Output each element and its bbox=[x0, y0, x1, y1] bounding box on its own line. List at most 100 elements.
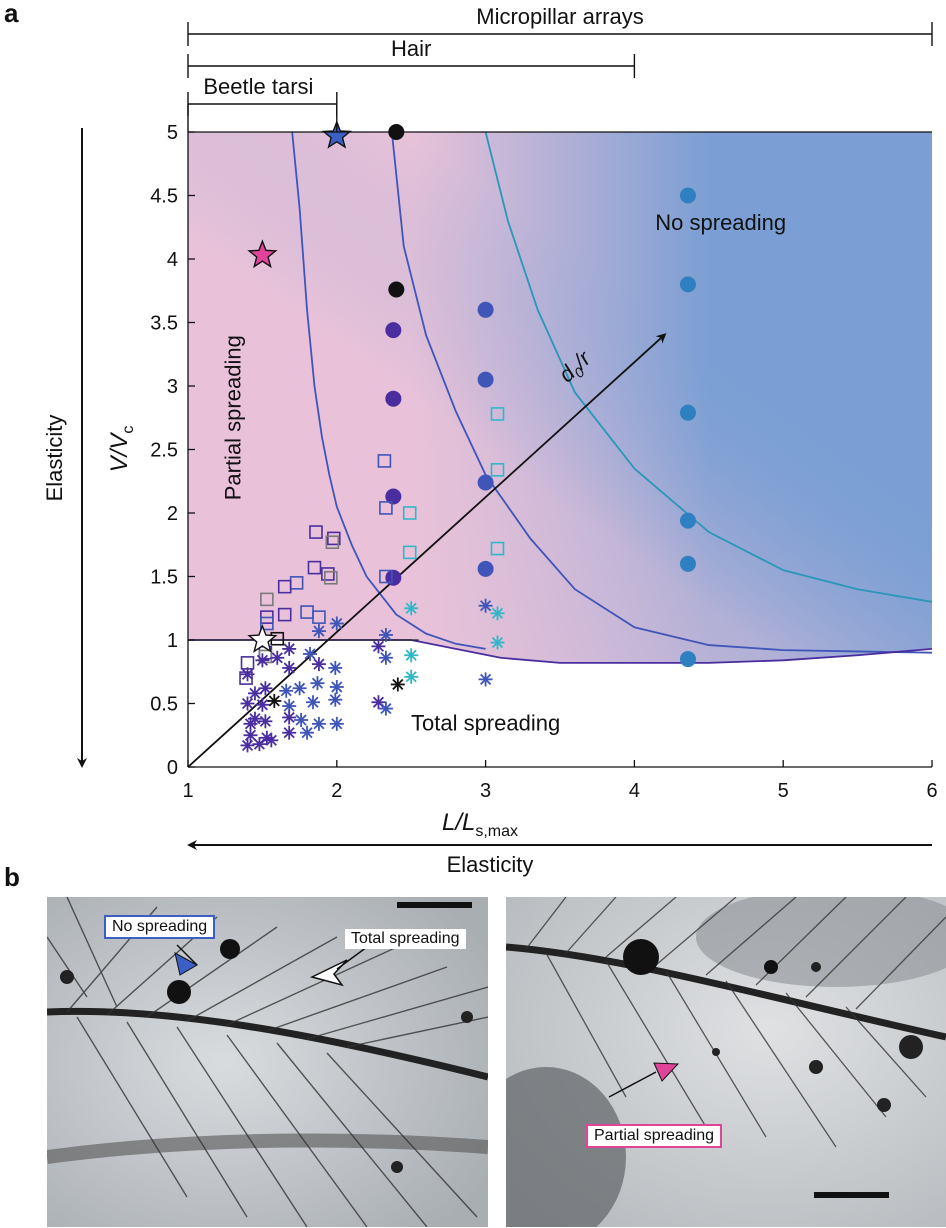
data-point-square bbox=[277, 607, 292, 622]
data-point-circle bbox=[679, 555, 696, 572]
data-point-square bbox=[327, 531, 341, 546]
data-point-star bbox=[321, 119, 352, 149]
data-point-asterisk bbox=[404, 669, 419, 684]
data-point-asterisk bbox=[378, 650, 393, 665]
data-point-asterisk bbox=[282, 641, 297, 656]
photo-right: Partial spreading bbox=[506, 897, 946, 1227]
data-point-square bbox=[321, 567, 335, 581]
y-tick-label: 2.5 bbox=[150, 440, 178, 462]
data-point-circle bbox=[679, 651, 696, 668]
total-spreading-tag: Total spreading bbox=[345, 929, 466, 949]
data-point-square bbox=[379, 501, 393, 515]
y-tick-label: 2 bbox=[167, 503, 178, 525]
boundary-curve bbox=[484, 131, 933, 603]
data-point-square bbox=[260, 616, 274, 631]
data-point-asterisk bbox=[378, 627, 393, 642]
data-point-asterisk bbox=[404, 601, 419, 616]
data-point-asterisk bbox=[247, 686, 262, 701]
x-tick-label: 6 bbox=[926, 780, 937, 802]
y-tick-label: 1 bbox=[167, 630, 178, 652]
data-point-asterisk bbox=[240, 696, 255, 711]
partial-spreading-arrow-icon bbox=[653, 1062, 680, 1082]
data-point-star bbox=[247, 239, 278, 269]
no-spreading-arrow-icon bbox=[174, 952, 199, 976]
data-point-asterisk bbox=[282, 660, 297, 675]
data-point-circle bbox=[679, 512, 696, 529]
y-tick-label: 0 bbox=[167, 757, 178, 779]
data-point-asterisk bbox=[270, 650, 285, 665]
partial-spreading-tag: Partial spreading bbox=[586, 1124, 723, 1148]
range-label: Hair bbox=[391, 36, 431, 61]
data-point-asterisk bbox=[329, 616, 344, 631]
x-tick-label: 1 bbox=[182, 780, 193, 802]
x-axis-title: L/Ls,max bbox=[442, 809, 518, 840]
range-label: Beetle tarsi bbox=[203, 74, 313, 99]
data-point-square bbox=[240, 656, 255, 670]
data-point-asterisk bbox=[329, 679, 344, 694]
x-tick-label: 2 bbox=[331, 780, 342, 802]
range-brackets: Micropillar arrays Hair Beetle tarsi bbox=[187, 4, 933, 133]
data-point-circle bbox=[679, 404, 696, 421]
data-point-square bbox=[377, 454, 392, 468]
data-point-asterisk bbox=[478, 672, 493, 687]
data-point-asterisk bbox=[300, 725, 315, 740]
region-layer bbox=[188, 132, 932, 663]
data-point-square bbox=[309, 525, 323, 539]
data-point-circle bbox=[477, 560, 494, 577]
data-point-square bbox=[402, 545, 417, 560]
total-spreading-arrow-icon bbox=[309, 959, 348, 987]
no-spreading-label: No spreading bbox=[655, 210, 786, 235]
data-point-asterisk bbox=[279, 683, 294, 698]
data-point-asterisk bbox=[311, 657, 326, 672]
data-point-asterisk bbox=[328, 660, 343, 675]
data-point-asterisk bbox=[255, 697, 270, 712]
y-tick-label: 0.5 bbox=[150, 694, 178, 716]
data-point-asterisk bbox=[303, 646, 318, 661]
data-point-asterisk bbox=[282, 710, 297, 725]
photo-left-image bbox=[47, 897, 488, 1227]
data-point-circle bbox=[385, 488, 402, 505]
data-point-square bbox=[490, 541, 505, 556]
data-point-asterisk bbox=[243, 728, 258, 743]
photo-left: No spreading Total spreading bbox=[47, 897, 488, 1227]
data-point-asterisk bbox=[258, 681, 273, 696]
data-point-circle bbox=[477, 301, 494, 318]
data-point-asterisk bbox=[490, 635, 505, 650]
data-point-asterisk bbox=[311, 624, 326, 639]
no-spreading-tag: No spreading bbox=[104, 915, 216, 939]
data-point-asterisk bbox=[378, 701, 393, 716]
photo-right-image bbox=[506, 897, 946, 1227]
data-point-circle bbox=[679, 276, 696, 293]
data-point-asterisk bbox=[282, 725, 297, 740]
data-point-asterisk bbox=[264, 733, 279, 748]
axes: 1 2 3 4 5 6 0 0.5 1 1.5 2 2.5 3 3.5 4 4.5 5 L/Ls,max V/Vc E… bbox=[42, 122, 938, 877]
data-point-asterisk bbox=[310, 676, 325, 691]
boundary-curve bbox=[291, 131, 486, 650]
data-point-asterisk bbox=[294, 713, 309, 728]
x-tick-label: 4 bbox=[629, 780, 640, 802]
boundary-curve bbox=[390, 131, 933, 654]
data-point-circle bbox=[385, 390, 402, 407]
data-point-asterisk bbox=[267, 693, 282, 708]
data-point-asterisk bbox=[404, 648, 419, 663]
y-axis-title: V/Vc bbox=[106, 426, 137, 473]
d0-r-arrow bbox=[187, 333, 667, 768]
data-point-circle bbox=[679, 187, 696, 204]
data-point-asterisk bbox=[243, 716, 258, 731]
y-tick-label: 4.5 bbox=[150, 186, 178, 208]
data-point-circle bbox=[385, 322, 402, 339]
data-point-asterisk bbox=[390, 677, 405, 692]
data-point-square bbox=[325, 535, 340, 550]
data-point-asterisk bbox=[255, 653, 270, 668]
elasticity-horizontal-label: Elasticity bbox=[447, 852, 534, 877]
data-point-asterisk bbox=[329, 716, 344, 731]
data-point-circle bbox=[385, 569, 402, 586]
y-tick-label: 1.5 bbox=[150, 567, 178, 589]
panel-label-b: b bbox=[4, 862, 20, 892]
y-tick-label: 4 bbox=[167, 249, 178, 271]
data-point-asterisk bbox=[311, 716, 326, 731]
data-point-star bbox=[247, 624, 278, 653]
total-spreading-label: Total spreading bbox=[411, 711, 560, 736]
